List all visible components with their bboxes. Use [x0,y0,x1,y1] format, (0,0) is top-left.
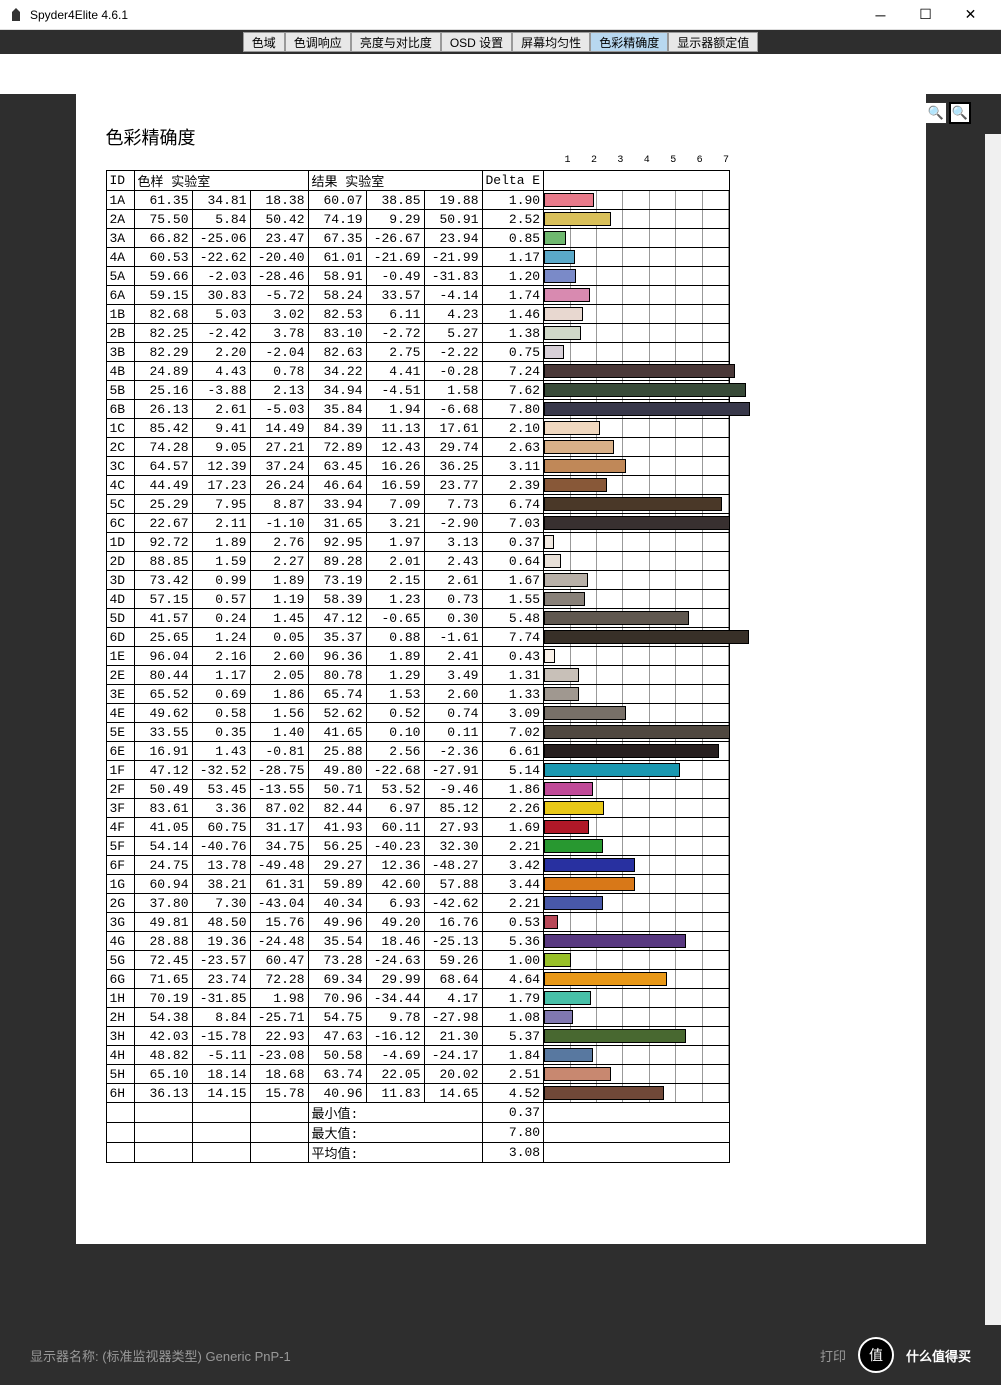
th-delta: Delta E [482,171,544,191]
th-id: ID [106,171,134,191]
zoom-fit-icon[interactable]: 🔍 [949,102,971,124]
badge-icon: 值 [858,1337,894,1373]
table-row: 1B 82.685.033.02 82.536.114.23 1.46 [106,305,730,324]
tab-1[interactable]: 色调响应 [285,32,351,52]
table-row: 2C 74.289.0527.21 72.8912.4329.74 2.63 [106,438,730,457]
print-button[interactable]: 打印 [820,1346,846,1365]
table-row: 3H 42.03-15.7822.93 47.63-16.1221.30 5.3… [106,1027,730,1046]
tab-3[interactable]: OSD 设置 [441,32,512,52]
th-sample: 色样 实验室 [134,171,308,191]
table-row: 2B 82.25-2.423.78 83.10-2.725.27 1.38 [106,324,730,343]
table-row: 4G 28.8819.36-24.48 35.5418.46-25.13 5.3… [106,932,730,951]
summary-row: 最小值: 0.37 [106,1103,730,1123]
table-row: 5H 65.1018.1418.68 63.7422.0520.02 2.51 [106,1065,730,1084]
window-controls: ─ ☐ ✕ [858,1,993,29]
table-row: 1F 47.12-32.52-28.75 49.80-22.68-27.91 5… [106,761,730,780]
table-row: 5F 54.14-40.7634.75 56.25-40.2332.30 2.2… [106,837,730,856]
app-icon [8,7,24,23]
table-row: 6D 25.651.240.05 35.370.88-1.61 7.74 [106,628,730,647]
table-row: 5A 59.66-2.03-28.46 58.91-0.49-31.83 1.2… [106,267,730,286]
footer: 显示器名称: (标准监视器类型) Generic PnP-1 打印 值 什么值得… [0,1325,1001,1385]
report-page: 色彩精确度 ID 色样 实验室 结果 实验室 Delta E 1234567 1… [76,94,926,1244]
monitor-name-label: 显示器名称: (标准监视器类型) Generic PnP-1 [30,1346,820,1365]
table-row: 5C 25.297.958.87 33.947.097.73 6.74 [106,495,730,514]
tab-2[interactable]: 亮度与对比度 [351,32,441,52]
summary-row: 最大值: 7.80 [106,1123,730,1143]
table-row: 5D 41.570.241.45 47.12-0.650.30 5.48 [106,609,730,628]
table-row: 3A 66.82-25.0623.47 67.35-26.6723.94 0.8… [106,229,730,248]
color-accuracy-table: ID 色样 实验室 结果 实验室 Delta E 1234567 1A 61.3… [106,170,731,1163]
table-row: 1H 70.19-31.851.98 70.96-34.444.17 1.79 [106,989,730,1008]
th-result: 结果 实验室 [308,171,482,191]
table-row: 6B 26.132.61-5.03 35.841.94-6.68 7.80 [106,400,730,419]
table-row: 3B 82.292.20-2.04 82.632.75-2.22 0.75 [106,343,730,362]
zoom-out-icon[interactable]: 🔍 [925,102,947,124]
window-title: Spyder4Elite 4.6.1 [30,8,858,22]
table-row: 1G 60.9438.2161.31 59.8942.6057.88 3.44 [106,875,730,894]
titlebar: Spyder4Elite 4.6.1 ─ ☐ ✕ [0,0,1001,30]
tagline: 什么值得买 [906,1346,971,1365]
table-row: 2G 37.807.30-43.04 40.346.93-42.62 2.21 [106,894,730,913]
tab-0[interactable]: 色域 [243,32,285,52]
table-row: 5B 25.16-3.882.13 34.94-4.511.58 7.62 [106,381,730,400]
table-row: 2D 88.851.592.27 89.282.012.43 0.64 [106,552,730,571]
table-row: 3G 49.8148.5015.76 49.9649.2016.76 0.53 [106,913,730,932]
maximize-button[interactable]: ☐ [903,1,948,29]
table-row: 4F 41.0560.7531.17 41.9360.1127.93 1.69 [106,818,730,837]
table-row: 4C 44.4917.2326.24 46.6416.5923.77 2.39 [106,476,730,495]
table-row: 1D 92.721.892.76 92.951.973.13 0.37 [106,533,730,552]
close-button[interactable]: ✕ [948,1,993,29]
table-row: 1C 85.429.4114.49 84.3911.1317.61 2.10 [106,419,730,438]
tab-6[interactable]: 显示器额定值 [668,32,758,52]
table-row: 4B 24.894.430.78 34.224.41-0.28 7.24 [106,362,730,381]
table-row: 3F 83.613.3687.02 82.446.9785.12 2.26 [106,799,730,818]
tab-4[interactable]: 屏幕均匀性 [512,32,590,52]
page-title: 色彩精确度 [106,124,926,150]
table-row: 2A 75.505.8450.42 74.199.2950.91 2.52 [106,210,730,229]
table-row: 6A 59.1530.83-5.72 58.2433.57-4.14 1.74 [106,286,730,305]
table-row: 3C 64.5712.3937.24 63.4516.2636.25 3.11 [106,457,730,476]
table-row: 4D 57.150.571.19 58.391.230.73 1.55 [106,590,730,609]
table-row: 2E 80.441.172.05 80.781.293.49 1.31 [106,666,730,685]
vertical-scrollbar[interactable] [985,134,1001,1344]
minimize-button[interactable]: ─ [858,1,903,29]
table-row: 6H 36.1314.1515.78 40.9611.8314.65 4.52 [106,1084,730,1103]
table-row: 3D 73.420.991.89 73.192.152.61 1.67 [106,571,730,590]
table-row: 6C 22.672.11-1.10 31.653.21-2.90 7.03 [106,514,730,533]
table-row: 2F 50.4953.45-13.55 50.7153.52-9.46 1.86 [106,780,730,799]
table-row: 1E 96.042.162.60 96.361.892.41 0.43 [106,647,730,666]
table-row: 1A 61.3534.8118.38 60.0738.8519.88 1.90 [106,191,730,210]
table-row: 4E 49.620.581.56 52.620.520.74 3.09 [106,704,730,723]
th-bar: 1234567 [544,171,730,191]
table-row: 4A 60.53-22.62-20.40 61.01-21.69-21.99 1… [106,248,730,267]
table-row: 6E 16.911.43-0.81 25.882.56-2.36 6.61 [106,742,730,761]
table-row: 3E 65.520.691.86 65.741.532.60 1.33 [106,685,730,704]
table-row: 2H 54.388.84-25.71 54.759.78-27.98 1.08 [106,1008,730,1027]
content-frame: 🔍 🔍 🔍 色彩精确度 ID 色样 实验室 结果 实验室 Delta E 123… [0,94,1001,1364]
tab-5[interactable]: 色彩精确度 [590,32,668,52]
table-row: 6G 71.6523.7472.28 69.3429.9968.64 4.64 [106,970,730,989]
table-row: 5G 72.45-23.5760.47 73.28-24.6359.26 1.0… [106,951,730,970]
table-row: 4H 48.82-5.11-23.08 50.58-4.69-24.17 1.8… [106,1046,730,1065]
summary-row: 平均值: 3.08 [106,1143,730,1163]
table-row: 6F 24.7513.78-49.48 29.2712.36-48.27 3.4… [106,856,730,875]
tab-bar: 色域色调响应亮度与对比度OSD 设置屏幕均匀性色彩精确度显示器额定值 [0,30,1001,54]
table-row: 5E 33.550.351.40 41.650.100.11 7.02 [106,723,730,742]
